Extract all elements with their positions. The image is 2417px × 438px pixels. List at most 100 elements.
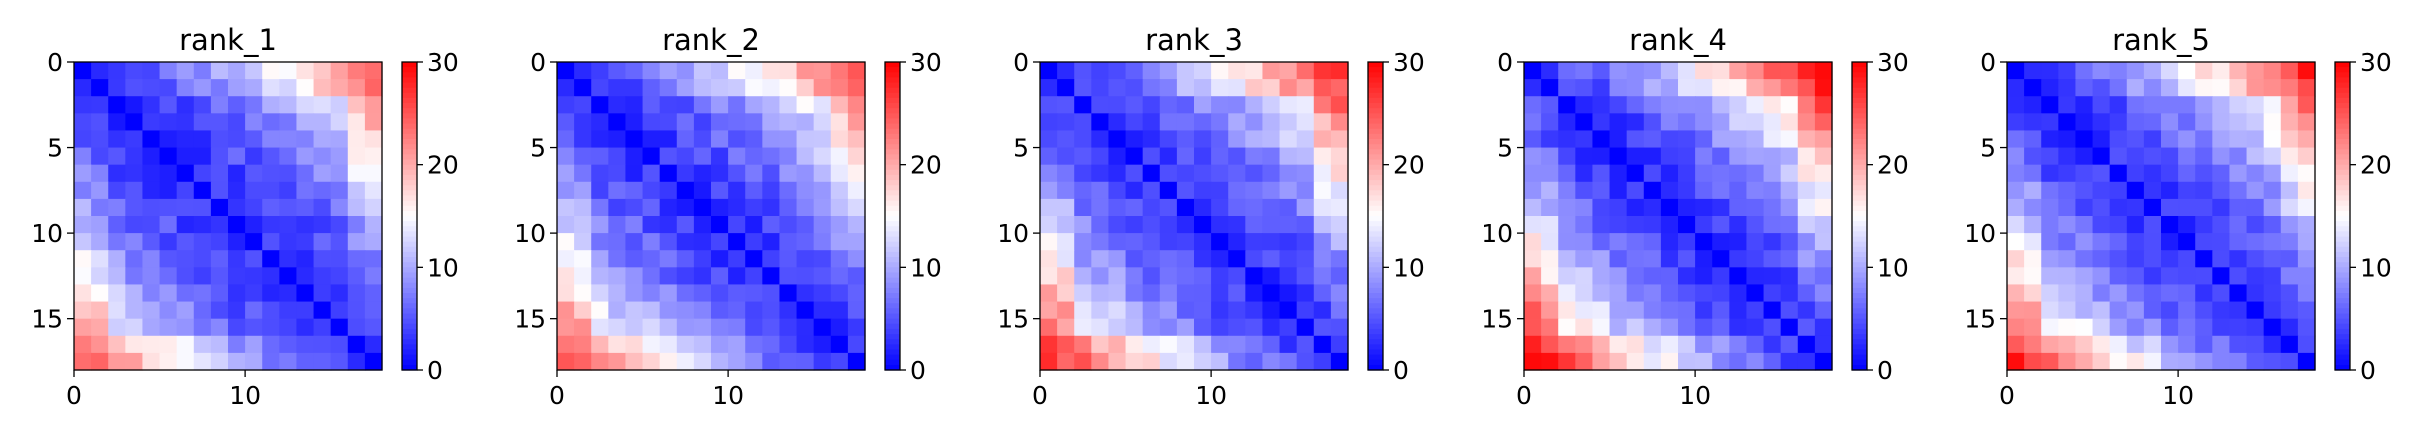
heatmap-cell — [159, 352, 178, 371]
heatmap-cell — [2195, 352, 2213, 371]
heatmap-cell — [1228, 96, 1246, 114]
heatmap-cell — [2109, 267, 2128, 286]
heatmap-cell — [728, 318, 746, 337]
heatmap-cell — [1108, 147, 1127, 166]
x-tick-label: 0 — [549, 381, 565, 410]
colorbar-segment — [1852, 108, 1867, 114]
y-tick-label: 0 — [47, 48, 63, 77]
heatmap-cell — [608, 181, 627, 200]
colorbar-segment — [2335, 159, 2350, 166]
heatmap-cell — [1040, 233, 1058, 251]
heatmap-cell — [2280, 113, 2299, 132]
heatmap-cell — [330, 147, 349, 166]
heatmap-cell — [193, 96, 212, 114]
heatmap-cell — [296, 62, 315, 80]
heatmap-cell — [608, 198, 627, 217]
heatmap-cell — [1814, 284, 1833, 303]
y-tick-label: 0 — [1980, 48, 1996, 77]
heatmap-cell — [1592, 147, 1611, 166]
colorbar-segment — [885, 159, 900, 166]
heatmap-cell — [2092, 216, 2111, 234]
heatmap-cell — [2212, 250, 2231, 268]
heatmap-cell — [1108, 301, 1127, 320]
heatmap-cell — [108, 198, 126, 217]
colorbar-segment — [885, 123, 900, 130]
heatmap-cell — [1279, 198, 1298, 217]
heatmap-cell — [2007, 164, 2025, 183]
heatmap-cell — [2263, 301, 2282, 320]
heatmap-cell — [1746, 284, 1765, 303]
heatmap-cell — [796, 113, 815, 132]
heatmap-cell — [1643, 164, 1662, 183]
heatmap-cell — [1125, 79, 1144, 97]
heatmap-cell — [2041, 267, 2059, 286]
heatmap-cell — [313, 267, 332, 286]
heatmap-cell — [1296, 318, 1315, 337]
heatmap-cell — [574, 96, 592, 114]
heatmap-cell — [1814, 233, 1833, 251]
heatmap-cell — [1763, 318, 1782, 337]
colorbar-segment — [402, 200, 417, 207]
heatmap-cell — [847, 181, 866, 200]
heatmap-cell — [1296, 164, 1315, 183]
colorbar-segment — [1852, 169, 1867, 176]
heatmap-cell — [313, 301, 332, 320]
heatmap-cell — [1524, 284, 1542, 303]
colorbar-tick-label: 10 — [910, 253, 942, 282]
colorbar-segment — [402, 159, 417, 166]
heatmap-cell — [608, 284, 627, 303]
colorbar-segment — [402, 313, 417, 320]
heatmap-cell — [313, 352, 332, 371]
colorbar-segment — [402, 262, 417, 268]
heatmap-cell — [2297, 233, 2316, 251]
heatmap-cell — [2126, 147, 2145, 166]
heatmap-cell — [1660, 147, 1679, 166]
heatmap-cell — [2246, 181, 2265, 200]
heatmap-cell — [1091, 318, 1110, 337]
heatmap-cell — [591, 164, 609, 183]
heatmap-cell — [1074, 335, 1092, 354]
colorbar-segment — [1852, 262, 1867, 268]
heatmap-cell — [1729, 301, 1748, 320]
heatmap-cell — [2109, 147, 2128, 166]
heatmap-cell — [1814, 113, 1833, 132]
colorbar-segment — [1368, 185, 1383, 191]
colorbar-segment — [2335, 251, 2350, 258]
colorbar-segment — [885, 92, 900, 99]
heatmap-cell — [762, 147, 781, 166]
heatmap-cell — [2178, 164, 2196, 183]
heatmap-cell — [676, 335, 695, 354]
colorbar-segment — [1368, 257, 1383, 263]
colorbar-segment — [885, 287, 900, 294]
heatmap-cell — [1558, 113, 1576, 132]
heatmap-cell — [557, 96, 575, 114]
heatmap-cell — [176, 216, 195, 234]
heatmap-cell — [1194, 352, 1212, 371]
heatmap-cell — [642, 198, 661, 217]
colorbar-tick-label: 0 — [1877, 356, 1893, 385]
heatmap-cell — [557, 301, 575, 320]
heatmap-cell — [2058, 250, 2077, 268]
heatmap-cell — [1797, 62, 1816, 80]
heatmap-cell — [262, 216, 280, 234]
heatmap-cell — [1262, 113, 1281, 132]
heatmap-cell — [159, 335, 178, 354]
heatmap-cell — [142, 113, 161, 132]
heatmap-cell — [74, 147, 92, 166]
heatmap-cell — [1279, 181, 1298, 200]
heatmap-cell — [245, 284, 263, 303]
heatmap-cell — [245, 181, 263, 200]
heatmap-cell — [1678, 318, 1696, 337]
colorbar-segment — [1368, 164, 1383, 171]
heatmap-cell — [2280, 147, 2299, 166]
heatmap-cell — [2280, 233, 2299, 251]
heatmap-cell — [1763, 233, 1782, 251]
heatmap-cell — [557, 250, 575, 268]
colorbar-segment — [1368, 293, 1383, 299]
heatmap-cell — [2195, 147, 2213, 166]
heatmap-cell — [1194, 130, 1212, 149]
heatmap-cell — [625, 147, 644, 166]
heatmap-cell — [1108, 198, 1127, 217]
heatmap-cell — [1695, 79, 1713, 97]
heatmap-cell — [2178, 216, 2196, 234]
